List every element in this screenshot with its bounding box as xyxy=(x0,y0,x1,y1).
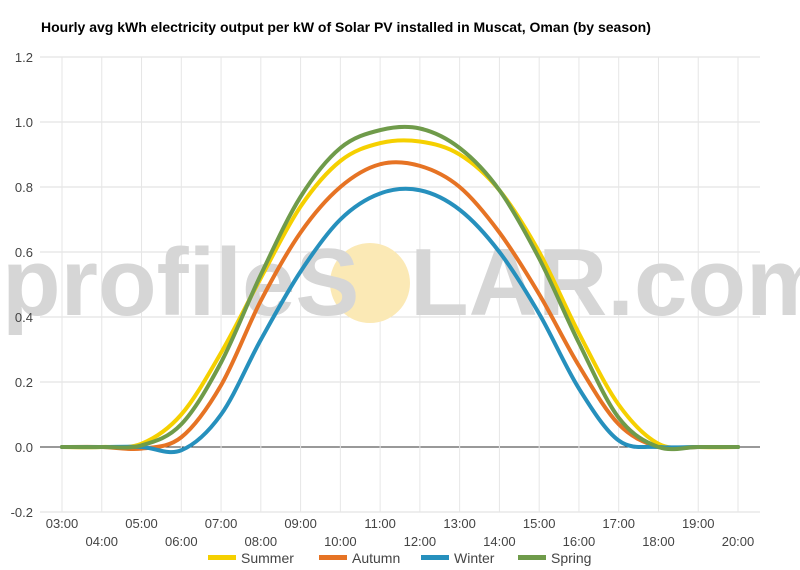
x-tick-label: 03:00 xyxy=(46,516,79,531)
series-line-summer xyxy=(60,138,740,450)
legend-item-autumn[interactable]: Autumn xyxy=(319,550,400,566)
legend-swatch xyxy=(208,555,236,560)
watermark-text-right: LAR.com xyxy=(410,229,800,336)
legend-swatch xyxy=(518,555,546,560)
series-line-autumn xyxy=(60,160,740,452)
legend-item-winter[interactable]: Winter xyxy=(421,550,495,566)
x-tick-label: 10:00 xyxy=(324,534,357,549)
x-tick-label: 04:00 xyxy=(85,534,118,549)
legend-swatch xyxy=(421,555,449,560)
axis-layer: -0.2 0.0 0.2 0.4 0.6 0.8 1.0 1.2 03:00 04:00 05:00… xyxy=(11,50,755,549)
x-tick-label: 18:00 xyxy=(642,534,675,549)
x-tick-label: 20:00 xyxy=(722,534,755,549)
legend: Summer Autumn Winter Spring xyxy=(208,550,591,566)
y-tick-label: -0.2 xyxy=(11,505,33,520)
x-tick-label: 14:00 xyxy=(483,534,516,549)
chart-title: Hourly avg kWh electricity output per kW… xyxy=(41,19,651,35)
watermark-text-left: profileS xyxy=(2,229,359,336)
x-tick-label: 11:00 xyxy=(364,516,396,531)
y-tick-label: 0.2 xyxy=(15,375,33,390)
y-tick-label: 0.6 xyxy=(15,245,33,260)
x-tick-label: 07:00 xyxy=(205,516,238,531)
legend-item-summer[interactable]: Summer xyxy=(208,550,294,566)
y-tick-label: 1.2 xyxy=(15,50,33,65)
legend-label: Summer xyxy=(241,550,294,566)
x-tick-label: 08:00 xyxy=(245,534,278,549)
legend-label: Winter xyxy=(454,550,495,566)
x-tick-label: 12:00 xyxy=(404,534,437,549)
watermark: profileS LAR.com xyxy=(2,229,800,336)
watermark-sun-icon xyxy=(330,243,410,323)
y-tick-label: 0.4 xyxy=(15,310,33,325)
legend-label: Spring xyxy=(551,550,591,566)
x-tick-label: 06:00 xyxy=(165,534,198,549)
y-tick-label: 1.0 xyxy=(15,115,33,130)
x-tick-label: 05:00 xyxy=(125,516,158,531)
x-tick-label: 19:00 xyxy=(682,516,715,531)
legend-label: Autumn xyxy=(352,550,400,566)
x-tick-label: 16:00 xyxy=(563,534,596,549)
x-tick-label: 17:00 xyxy=(602,516,635,531)
y-tick-label: 0.0 xyxy=(15,440,33,455)
x-tick-label: 15:00 xyxy=(523,516,556,531)
legend-item-spring[interactable]: Spring xyxy=(518,550,591,566)
series-layer xyxy=(60,124,740,455)
legend-swatch xyxy=(319,555,347,560)
x-tick-label: 09:00 xyxy=(284,516,317,531)
y-tick-label: 0.8 xyxy=(15,180,33,195)
x-tick-label: 13:00 xyxy=(443,516,476,531)
series-line-winter xyxy=(60,186,740,455)
series-line-spring xyxy=(60,124,740,452)
